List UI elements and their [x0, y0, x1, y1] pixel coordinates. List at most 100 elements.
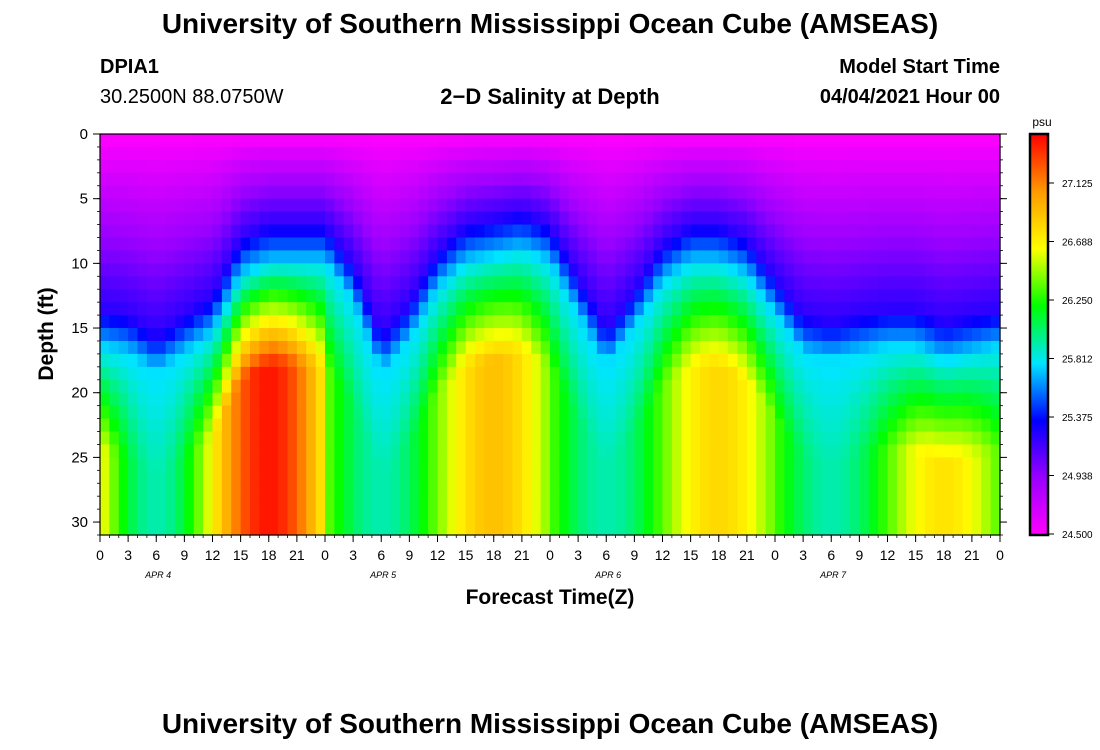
heatmap-cell — [784, 250, 795, 264]
heatmap-cell — [718, 366, 729, 381]
heatmap-cell — [456, 224, 467, 239]
heatmap-cell — [756, 237, 767, 252]
x-tick-label: 12 — [880, 547, 896, 563]
heatmap-cell — [521, 328, 532, 342]
heatmap-cell — [221, 444, 232, 458]
heatmap-cell — [615, 315, 626, 329]
heatmap-cell — [409, 315, 420, 329]
heatmap-cell — [250, 522, 260, 536]
heatmap-cell — [765, 328, 776, 342]
heatmap-cell — [521, 250, 532, 264]
heatmap-cell — [634, 172, 645, 187]
heatmap-cell — [831, 522, 842, 536]
heatmap-cell — [156, 185, 167, 200]
heatmap-cell — [465, 237, 476, 252]
heatmap-cell — [193, 379, 204, 394]
heatmap-cell — [334, 276, 345, 290]
heatmap-cell — [512, 444, 523, 458]
x-tick-label: 9 — [405, 547, 413, 563]
heatmap-cell — [381, 328, 392, 342]
heatmap-cell — [625, 496, 635, 510]
heatmap-cell — [156, 211, 167, 226]
heatmap-cell — [268, 457, 279, 471]
heatmap-cell — [540, 302, 551, 316]
heatmap-cell — [437, 263, 448, 277]
heatmap-cell — [156, 366, 167, 381]
heatmap-cell — [587, 405, 598, 420]
heatmap-cell — [925, 470, 935, 484]
heatmap-cell — [550, 146, 560, 161]
heatmap-cell — [493, 263, 504, 277]
heatmap-cell — [418, 289, 429, 303]
heatmap-cell — [221, 276, 232, 290]
heatmap-cell — [643, 418, 654, 433]
heatmap-cell — [943, 392, 954, 407]
heatmap-cell — [737, 496, 748, 510]
heatmap-cell — [165, 276, 176, 290]
heatmap-cell — [146, 134, 157, 148]
heatmap-cell — [203, 224, 214, 239]
heatmap-cell — [700, 340, 710, 355]
heatmap-cell — [512, 379, 523, 394]
heatmap-cell — [446, 457, 457, 471]
heatmap-cell — [306, 134, 317, 148]
heatmap-cell — [859, 263, 870, 277]
heatmap-cell — [662, 159, 673, 174]
heatmap-cell — [850, 509, 860, 523]
heatmap-cell — [784, 328, 795, 342]
heatmap-cell — [250, 431, 260, 446]
heatmap-cell — [165, 198, 176, 213]
heatmap-cell — [728, 431, 739, 446]
heatmap-cell — [990, 328, 1001, 342]
heatmap-cell — [381, 172, 392, 187]
heatmap-cell — [156, 146, 167, 161]
heatmap-cell — [193, 444, 204, 458]
heatmap-cell — [475, 328, 485, 342]
heatmap-cell — [850, 379, 860, 394]
heatmap-cell — [737, 392, 748, 407]
heatmap-cell — [859, 211, 870, 226]
heatmap-cell — [906, 366, 917, 381]
heatmap-cell — [446, 328, 457, 342]
heatmap-cell — [109, 353, 120, 368]
heatmap-cell — [625, 392, 635, 407]
heatmap-cell — [521, 522, 532, 536]
heatmap-cell — [503, 509, 514, 523]
heatmap-cell — [868, 379, 879, 394]
heatmap-cell — [625, 353, 635, 368]
heatmap-cell — [296, 134, 307, 148]
heatmap-cell — [737, 353, 748, 368]
heatmap-cell — [784, 509, 795, 523]
heatmap-cell — [456, 185, 467, 200]
heatmap-cell — [390, 379, 401, 394]
heatmap-cell — [906, 496, 917, 510]
heatmap-cell — [212, 470, 223, 484]
heatmap-cell — [231, 276, 242, 290]
heatmap-cell — [896, 263, 907, 277]
heatmap-cell — [671, 496, 682, 510]
heatmap-cell — [709, 509, 720, 523]
heatmap-cell — [550, 470, 560, 484]
heatmap-cell — [437, 366, 448, 381]
heatmap-cell — [981, 328, 992, 342]
heatmap-cell — [184, 366, 195, 381]
heatmap-cell — [287, 457, 298, 471]
heatmap-cell — [840, 250, 851, 264]
heatmap-cell — [184, 444, 195, 458]
heatmap-cell — [118, 146, 129, 161]
heatmap-cell — [287, 211, 298, 226]
heatmap-cell — [343, 328, 354, 342]
heatmap-cell — [156, 444, 167, 458]
heatmap-cell — [231, 224, 242, 239]
heatmap-cell — [718, 237, 729, 252]
heatmap-cell — [240, 172, 251, 187]
heatmap-cell — [962, 159, 973, 174]
heatmap-cell — [175, 289, 185, 303]
heatmap-cell — [278, 289, 289, 303]
heatmap-cell — [643, 250, 654, 264]
heatmap-cell — [887, 418, 898, 433]
heatmap-cell — [550, 509, 560, 523]
heatmap-cell — [859, 444, 870, 458]
heatmap-cell — [709, 418, 720, 433]
heatmap-cell — [362, 392, 373, 407]
